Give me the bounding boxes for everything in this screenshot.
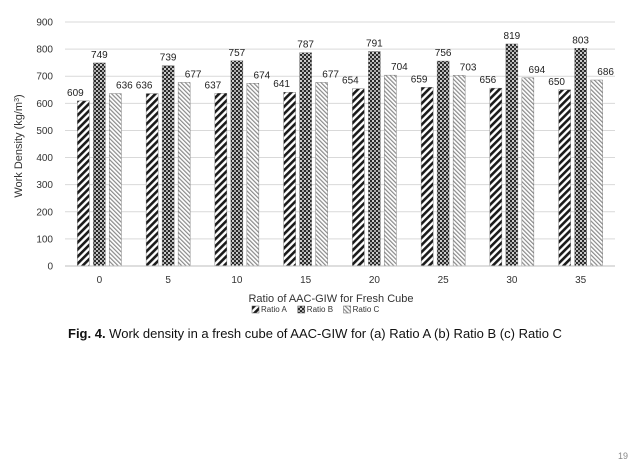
- legend: Ratio A Ratio B Ratio C: [251, 305, 380, 314]
- data-label: 659: [411, 74, 428, 85]
- x-tick-label: 15: [300, 275, 312, 286]
- figure-caption: Fig. 4. Work density in a fresh cube of …: [68, 326, 628, 341]
- bar-ratio-c: [177, 82, 191, 267]
- x-axis-ticks: 0 5 10 15 20 25 30 35: [97, 275, 587, 286]
- data-label: 704: [391, 62, 408, 73]
- bar-ratio-a: [420, 87, 434, 267]
- legend-swatch: [251, 305, 260, 314]
- y-tick-label: 400: [36, 153, 53, 164]
- bar-ratio-b: [505, 43, 519, 267]
- y-tick-label: 0: [47, 262, 53, 273]
- y-tick-label: 900: [36, 18, 53, 29]
- y-axis-title: Work Density (kg/m3): [13, 94, 25, 197]
- data-label: 650: [548, 77, 565, 88]
- x-tick-label: 35: [575, 275, 587, 286]
- y-tick-label: 600: [36, 99, 53, 110]
- data-label: 654: [342, 76, 359, 87]
- legend-label: Ratio B: [307, 305, 333, 314]
- bar-ratio-a: [283, 92, 296, 267]
- data-label: 703: [460, 62, 477, 73]
- y-axis-ticks: 0 100 200 300 400 500 600 700 800 900: [36, 18, 53, 273]
- bar-ratio-c: [521, 77, 535, 267]
- bars: [77, 43, 603, 267]
- bar-ratio-c: [452, 75, 466, 267]
- data-label: 739: [160, 53, 177, 64]
- x-tick-label: 25: [438, 275, 450, 286]
- data-label: 641: [273, 79, 290, 90]
- data-label: 803: [572, 35, 589, 46]
- x-tick-label: 0: [97, 275, 103, 286]
- bar-ratio-a: [145, 93, 159, 267]
- bar-ratio-b: [574, 48, 587, 267]
- bar-ratio-b: [368, 51, 381, 267]
- bar-ratio-a: [489, 87, 503, 267]
- bar-ratio-c: [246, 83, 260, 267]
- x-axis-title: Ratio of AAC-GIW for Fresh Cube: [248, 293, 413, 305]
- data-label: 787: [297, 40, 314, 51]
- legend-swatch: [297, 305, 306, 314]
- bar-ratio-b: [299, 52, 312, 267]
- y-tick-label: 100: [36, 234, 53, 245]
- data-label: 674: [254, 70, 271, 81]
- data-label: 757: [229, 48, 246, 59]
- data-label: 656: [480, 75, 497, 86]
- x-tick-label: 20: [369, 275, 381, 286]
- bar-ratio-b: [436, 60, 450, 267]
- y-tick-label: 200: [36, 207, 53, 218]
- page-number: 19: [617, 451, 628, 461]
- bar-ratio-a: [77, 100, 90, 267]
- data-label: 686: [597, 67, 614, 78]
- data-label: 636: [136, 81, 153, 92]
- caption-label: Fig. 4.: [68, 326, 106, 341]
- data-label: 694: [529, 65, 546, 76]
- bar-ratio-c: [315, 82, 328, 267]
- bar-ratio-a: [558, 89, 571, 267]
- y-tick-label: 500: [36, 126, 53, 137]
- legend-label: Ratio C: [353, 305, 380, 314]
- caption-text: Work density in a fresh cube of AAC-GIW …: [105, 326, 562, 341]
- data-label: 637: [205, 80, 222, 91]
- x-tick-label: 30: [506, 275, 518, 286]
- bar-ratio-c: [590, 79, 603, 267]
- data-label: 677: [322, 69, 339, 80]
- y-tick-label: 800: [36, 45, 53, 56]
- bar-ratio-c: [109, 93, 122, 267]
- data-label: 749: [91, 50, 108, 61]
- bar-ratio-b: [93, 62, 106, 267]
- data-label: 636: [116, 81, 133, 92]
- y-tick-label: 300: [36, 180, 53, 191]
- bar-ratio-c: [384, 74, 397, 267]
- data-label: 756: [435, 48, 452, 59]
- bar-ratio-b: [230, 60, 244, 267]
- data-label: 677: [185, 69, 202, 80]
- data-label: 819: [504, 31, 521, 42]
- x-tick-label: 10: [231, 275, 243, 286]
- x-tick-label: 5: [165, 275, 171, 286]
- data-label: 791: [366, 39, 383, 50]
- bar-ratio-a: [214, 93, 228, 267]
- legend-swatch: [343, 305, 351, 314]
- y-tick-label: 700: [36, 72, 53, 83]
- bar-ratio-a: [352, 88, 365, 267]
- data-label: 609: [67, 88, 84, 99]
- bar-ratio-b: [161, 65, 175, 267]
- legend-label: Ratio A: [261, 305, 287, 314]
